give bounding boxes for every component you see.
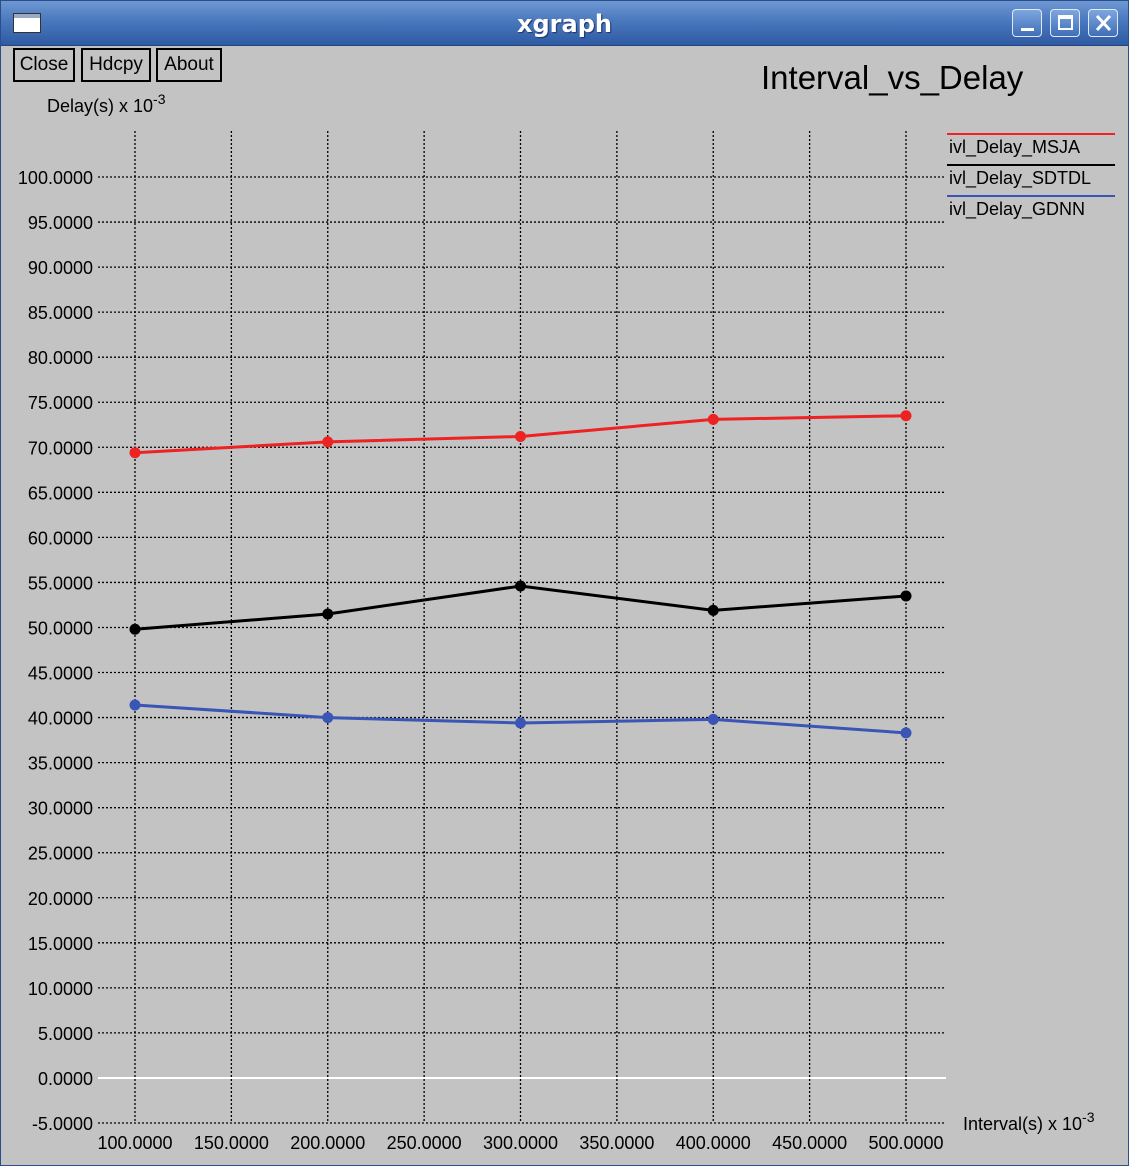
- legend-swatch: [947, 164, 1115, 166]
- y-tick-label: 70.0000: [28, 438, 93, 458]
- y-tick-label: 100.0000: [18, 168, 93, 188]
- data-point: [129, 447, 141, 459]
- x-tick-label: 200.0000: [290, 1133, 365, 1153]
- title-bar[interactable]: xgraph: [1, 1, 1128, 46]
- data-point: [129, 699, 141, 711]
- x-tick-label: 450.0000: [772, 1133, 847, 1153]
- window-title: xgraph: [517, 10, 612, 38]
- x-tick-label: 100.0000: [97, 1133, 172, 1153]
- close-window-button[interactable]: [1088, 9, 1118, 37]
- x-tick-label: 500.0000: [868, 1133, 943, 1153]
- x-tick-label: 350.0000: [579, 1133, 654, 1153]
- hdcpy-button[interactable]: Hdcpy: [81, 48, 151, 82]
- legend-swatch: [947, 195, 1115, 197]
- data-point: [900, 590, 912, 602]
- data-point: [515, 717, 526, 729]
- data-point: [322, 436, 334, 448]
- y-tick-label: 5.0000: [38, 1024, 93, 1044]
- y-tick-label: 40.0000: [28, 709, 93, 729]
- y-tick-label: 95.0000: [28, 213, 93, 233]
- data-point: [707, 604, 719, 616]
- x-axis-label-exponent: -3: [1082, 1109, 1095, 1125]
- y-tick-label: 80.0000: [28, 348, 93, 368]
- y-tick-label: 85.0000: [28, 303, 93, 323]
- x-tick-label: 150.0000: [194, 1133, 269, 1153]
- data-point: [707, 413, 719, 425]
- chart-title: Interval_vs_Delay: [761, 59, 1024, 96]
- maximize-icon: [1058, 15, 1073, 30]
- close-icon: [1095, 14, 1112, 32]
- y-tick-label: -5.0000: [32, 1114, 93, 1134]
- data-point: [900, 410, 912, 422]
- y-tick-label: 35.0000: [28, 754, 93, 774]
- window-app-icon[interactable]: [13, 13, 41, 33]
- y-tick-label: 55.0000: [28, 573, 93, 593]
- legend-label: ivl_Delay_MSJA: [949, 137, 1081, 157]
- legend-item-1: ivl_Delay_MSJA: [947, 133, 1115, 163]
- about-button[interactable]: About: [156, 48, 222, 82]
- y-tick-label: 10.0000: [28, 979, 93, 999]
- x-axis-label-text: Interval(s) x 10: [963, 1114, 1083, 1134]
- x-tick-label: 300.0000: [483, 1133, 558, 1153]
- data-point: [515, 430, 526, 442]
- legend-item-2: ivl_Delay_SDTDL: [947, 164, 1115, 194]
- y-tick-label: 30.0000: [28, 799, 93, 819]
- close-button[interactable]: Close: [13, 48, 75, 82]
- y-tick-label: 20.0000: [28, 889, 93, 909]
- y-tick-label: 45.0000: [28, 664, 93, 684]
- y-tick-label: 0.0000: [38, 1069, 93, 1089]
- data-point: [322, 712, 334, 724]
- y-tick-label: 90.0000: [28, 258, 93, 278]
- x-axis-label: Interval(s) x 10-3: [963, 1109, 1095, 1135]
- y-tick-label: 25.0000: [28, 844, 93, 864]
- x-tick-label: 400.0000: [676, 1133, 751, 1153]
- legend-label: ivl_Delay_SDTDL: [949, 168, 1092, 188]
- y-axis-label-exponent: -3: [153, 91, 166, 107]
- data-point: [900, 727, 912, 739]
- y-tick-label: 50.0000: [28, 618, 93, 638]
- legend-item-3: ivl_Delay_GDNN: [947, 195, 1115, 225]
- minimize-icon: [1021, 28, 1034, 31]
- y-tick-label: 65.0000: [28, 483, 93, 503]
- data-point: [322, 608, 334, 620]
- maximize-button[interactable]: [1050, 9, 1080, 37]
- y-axis-label-text: Delay(s) x 10: [47, 96, 154, 116]
- minimize-button[interactable]: [1012, 9, 1042, 37]
- legend-swatch: [947, 133, 1115, 135]
- data-point: [129, 623, 141, 635]
- y-tick-label: 15.0000: [28, 934, 93, 954]
- data-point: [515, 580, 526, 592]
- x-tick-label: 250.0000: [387, 1133, 462, 1153]
- data-point: [707, 713, 719, 725]
- y-tick-label: 60.0000: [28, 528, 93, 548]
- y-axis-label: Delay(s) x 10-3: [47, 91, 165, 117]
- legend-label: ivl_Delay_GDNN: [949, 199, 1086, 219]
- y-tick-label: 75.0000: [28, 393, 93, 413]
